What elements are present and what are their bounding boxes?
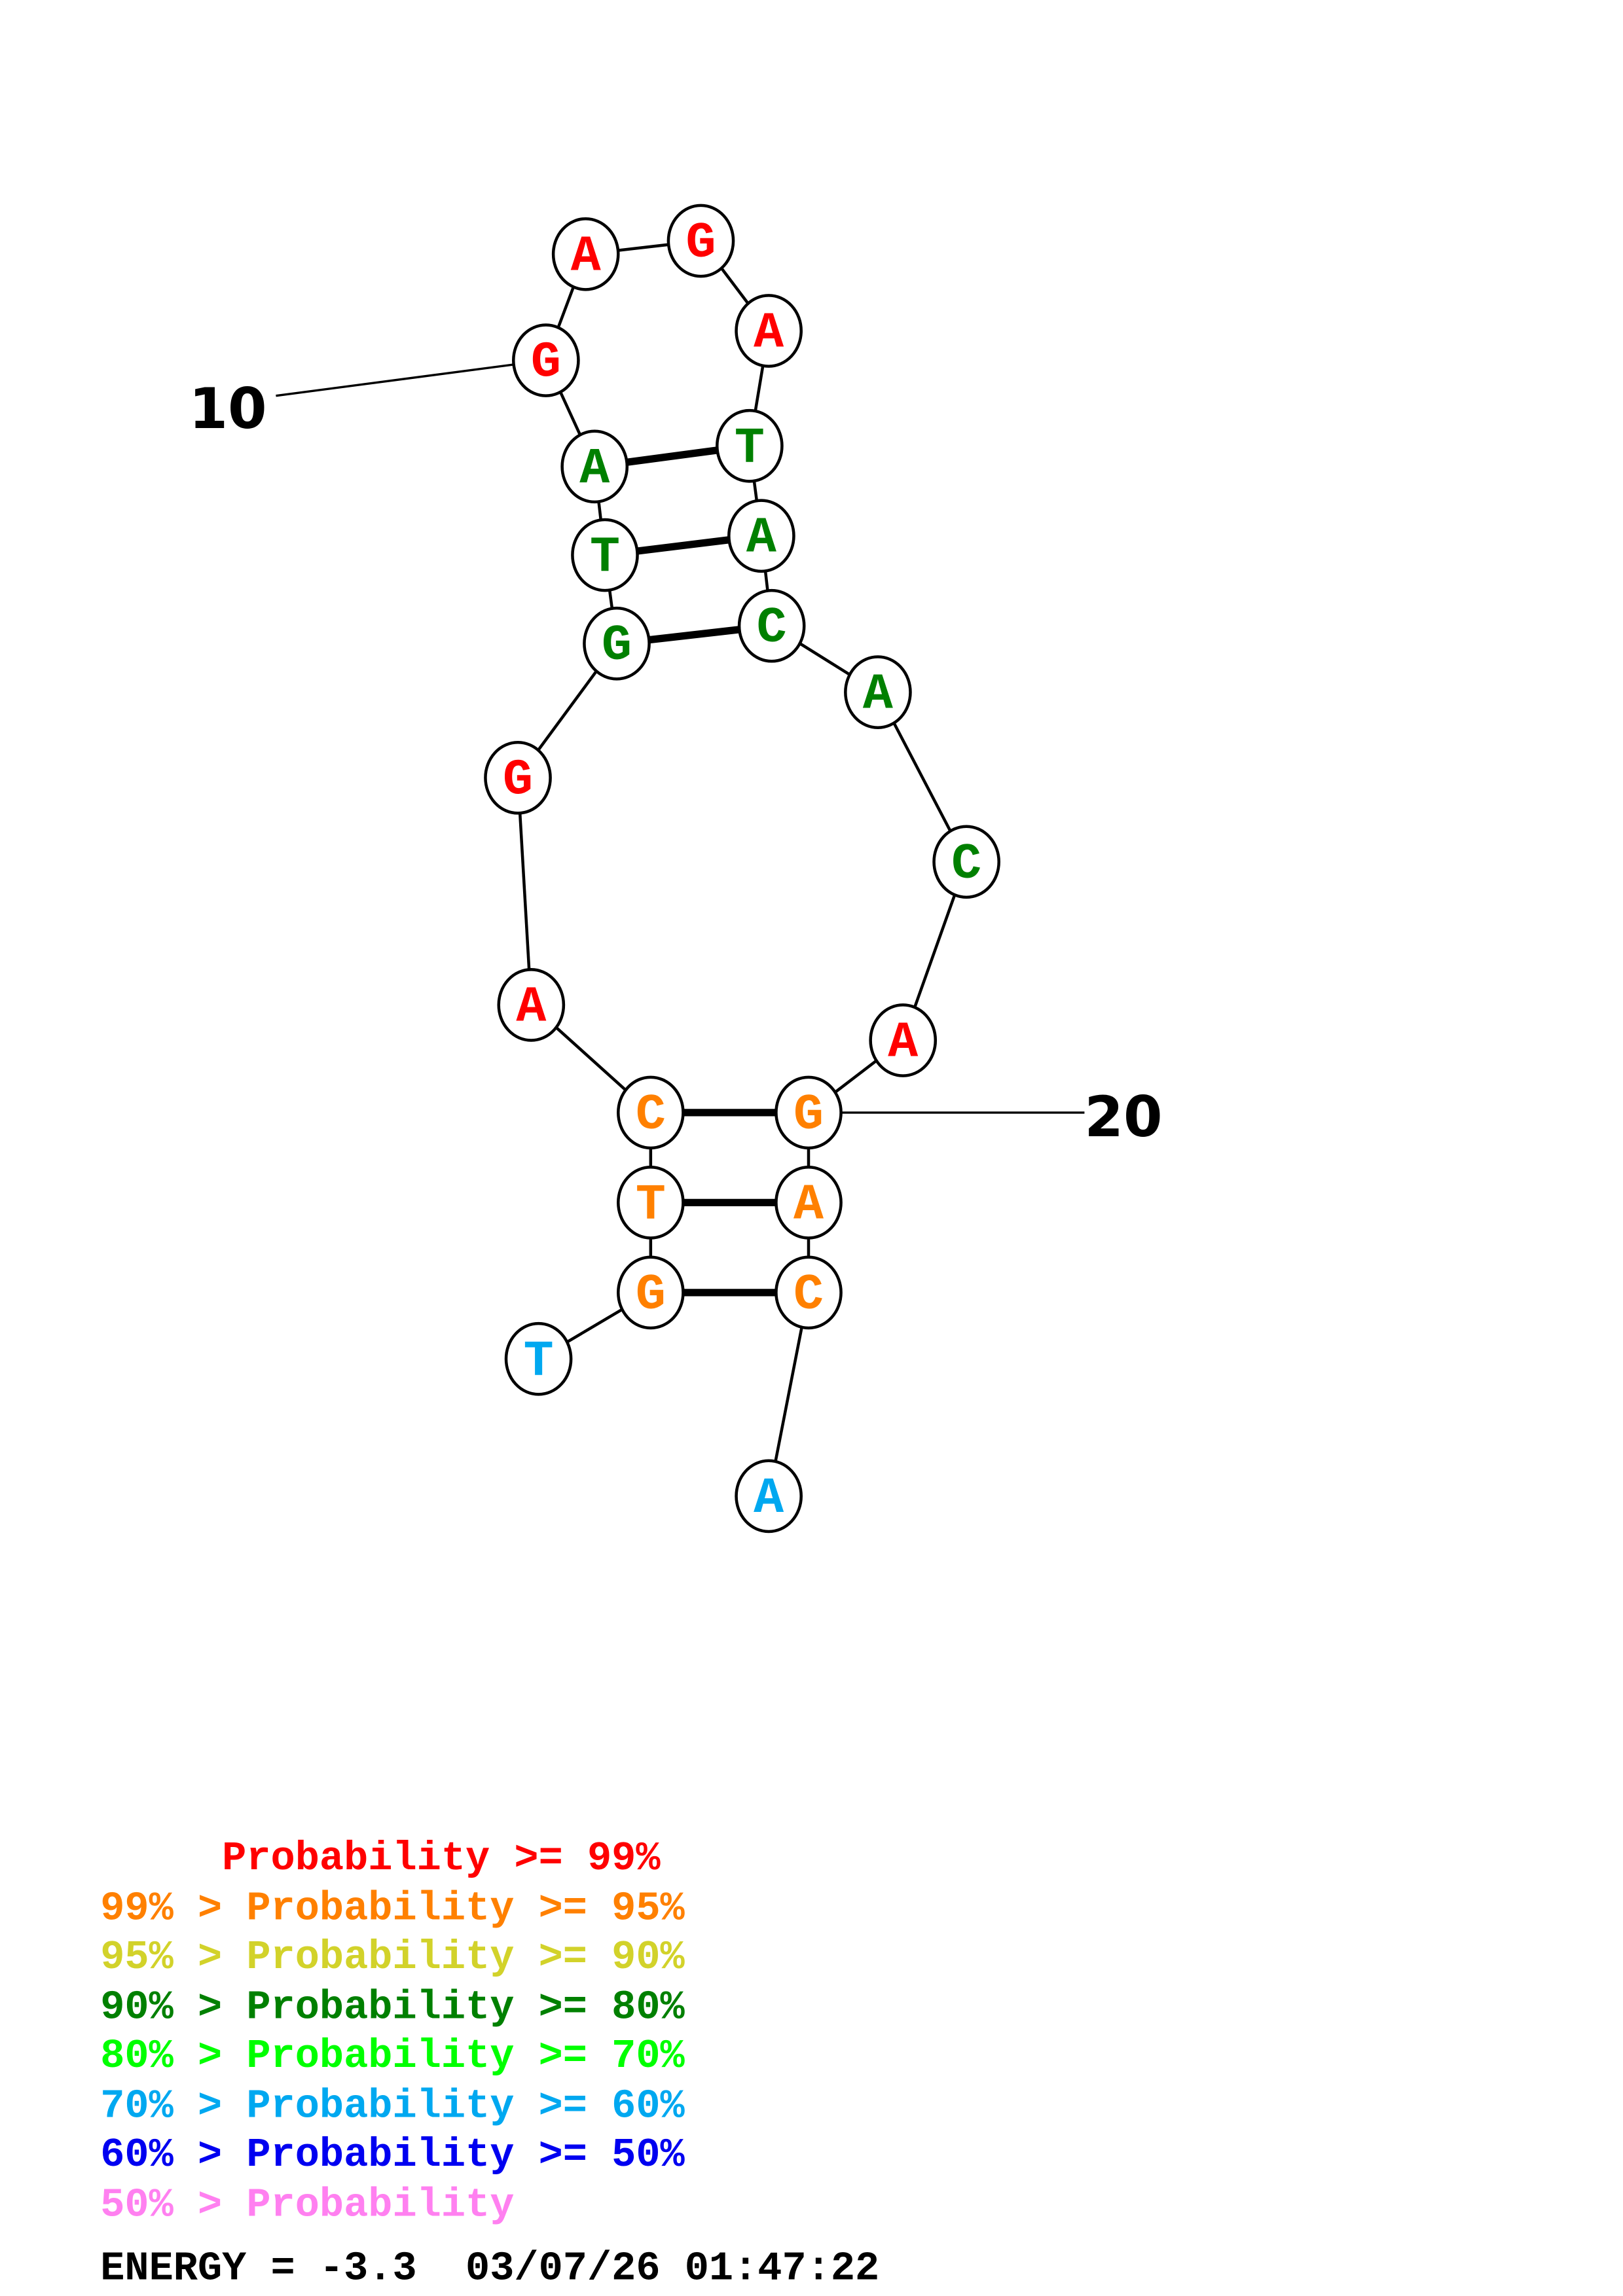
legend-line: 50% > Probability	[100, 2182, 514, 2229]
position-label-line	[276, 359, 547, 397]
nucleotide-9: A	[560, 429, 629, 504]
nucleotide-circle	[571, 518, 639, 592]
nucleotide-letter: G	[503, 752, 533, 809]
nucleotide-letter: C	[757, 600, 787, 657]
nucleotide-letter: C	[636, 1087, 666, 1144]
legend-line: 60% > Probability >= 50%	[100, 2132, 685, 2178]
nucleotide-circle	[484, 740, 552, 815]
legend-line: 95% > Probability >= 90%	[100, 1934, 685, 1981]
nucleotide-letter: A	[579, 441, 610, 498]
nucleotide-letter: A	[516, 979, 546, 1036]
legend-line: Probability >= 99%	[100, 1835, 661, 1882]
nucleotide-circle	[775, 1166, 843, 1240]
nucleotide-7: G	[583, 606, 651, 681]
nucleotide-16: C	[737, 588, 806, 663]
nucleotide-circle	[551, 217, 620, 291]
probability-legend: Probability >= 99%99% > Probability >= 9…	[100, 1835, 685, 2229]
nucleotide-15: A	[727, 499, 795, 573]
nucleotide-20: G	[775, 1075, 843, 1150]
nucleotide-circle	[666, 204, 735, 278]
nucleotide-letter: G	[531, 335, 561, 392]
nucleotide-letter: T	[636, 1177, 666, 1234]
nucleotide-circle	[497, 968, 566, 1042]
legend-line: 70% > Probability >= 60%	[100, 2083, 685, 2130]
nucleotide-1: T	[504, 1321, 573, 1396]
nucleotide-letter: G	[602, 618, 632, 675]
position-labels: 10 20	[189, 359, 1163, 1150]
nucleotide-13: A	[735, 294, 803, 368]
nucleotide-circle	[512, 323, 580, 397]
nucleotide-8: T	[571, 518, 639, 592]
nucleotide-letter: C	[951, 836, 981, 893]
energy-footer: ENERGY = -3.3 03/07/26 01:47:22	[100, 2246, 879, 2292]
nucleotide-letter: G	[793, 1087, 824, 1144]
nucleotide-letter: A	[888, 1014, 918, 1071]
nucleotide-letter: G	[636, 1267, 666, 1324]
nucleotide-letter: A	[863, 667, 893, 724]
nucleotide-22: C	[775, 1255, 843, 1330]
nucleotide-circle	[617, 1255, 685, 1330]
nucleotide-18: C	[932, 825, 1000, 899]
nucleotide-letter: T	[524, 1333, 554, 1390]
nucleotide-circle	[560, 429, 629, 504]
nucleotide-19: A	[869, 1003, 938, 1077]
nucleotide-11: A	[551, 217, 620, 291]
nucleotide-letter: T	[735, 420, 765, 477]
nucleotide-letter: G	[685, 215, 716, 272]
nucleotide-letter: A	[571, 228, 601, 285]
nucleotide-circle	[735, 294, 803, 368]
nucleotide-circle	[737, 588, 806, 663]
nucleotide-circle	[504, 1321, 573, 1396]
nucleotide-circle	[583, 606, 651, 681]
nucleotide-letter: A	[746, 511, 776, 567]
position-label-10: 10	[189, 377, 266, 442]
nucleotide-letter: A	[793, 1177, 824, 1234]
nucleotide-letter: A	[754, 305, 784, 362]
nucleotide-circle	[869, 1003, 938, 1077]
legend-line: 80% > Probability >= 70%	[100, 2033, 685, 2079]
nucleotide-circle	[932, 825, 1000, 899]
nucleotide-5: A	[497, 968, 566, 1042]
nucleotide-21: A	[775, 1166, 843, 1240]
position-label-20: 20	[1084, 1085, 1162, 1150]
nucleotide-circle	[735, 1459, 803, 1534]
nucleotide-circle	[844, 655, 912, 729]
nucleotide-letter: T	[590, 529, 620, 586]
nucleotide-12: G	[666, 204, 735, 278]
nucleotide-4: C	[617, 1075, 685, 1150]
legend-line: 90% > Probability >= 80%	[100, 1984, 685, 2031]
nucleotide-2: G	[617, 1255, 685, 1330]
nucleotide-circle	[617, 1075, 685, 1150]
nucleotide-14: T	[716, 408, 784, 483]
nucleotide-10: G	[512, 323, 580, 397]
nucleotide-circle	[775, 1255, 843, 1330]
nucleotide-23: A	[735, 1459, 803, 1534]
nucleotide-letter: C	[793, 1267, 824, 1324]
nucleotide-17: A	[844, 655, 912, 729]
nucleotide-circle	[716, 408, 784, 483]
nucleotide-circle	[727, 499, 795, 573]
backbone-segment	[516, 778, 533, 1005]
nucleotide-circle	[775, 1075, 843, 1150]
nucleotide-letter: A	[754, 1471, 784, 1528]
nucleotide-3: T	[617, 1166, 685, 1240]
nucleotide-circle	[617, 1166, 685, 1240]
legend-line: 99% > Probability >= 95%	[100, 1886, 685, 1932]
nucleotide-6: G	[484, 740, 552, 815]
